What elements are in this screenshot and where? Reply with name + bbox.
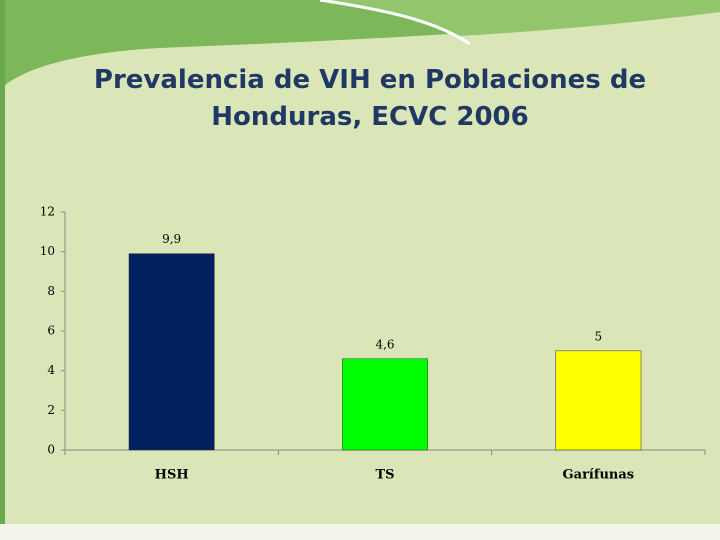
y-tick-label: 8: [47, 284, 55, 298]
chart-title: Prevalencia de VIH en Poblaciones de Hon…: [93, 65, 647, 132]
x-tick-label: TS: [375, 468, 394, 483]
header-band-light: [320, 0, 720, 36]
y-tick-label: 4: [47, 363, 55, 377]
bottom-strip: [0, 524, 720, 540]
y-tick-label: 0: [47, 443, 55, 457]
y-tick-label: 10: [40, 244, 55, 258]
x-tick-label: Garífunas: [563, 468, 635, 483]
header-swoosh: [319, 0, 471, 46]
x-tick-label: HSH: [155, 468, 189, 483]
data-label: 4,6: [375, 337, 394, 351]
data-label: 9,9: [162, 232, 181, 246]
y-tick-label: 12: [40, 205, 55, 219]
y-tick-label: 6: [47, 324, 55, 338]
data-label: 5: [595, 329, 603, 343]
bar: [342, 358, 428, 451]
bar: [555, 350, 642, 451]
left-edge: [0, 0, 5, 540]
bar: [128, 253, 215, 451]
y-tick-label: 2: [47, 403, 55, 417]
